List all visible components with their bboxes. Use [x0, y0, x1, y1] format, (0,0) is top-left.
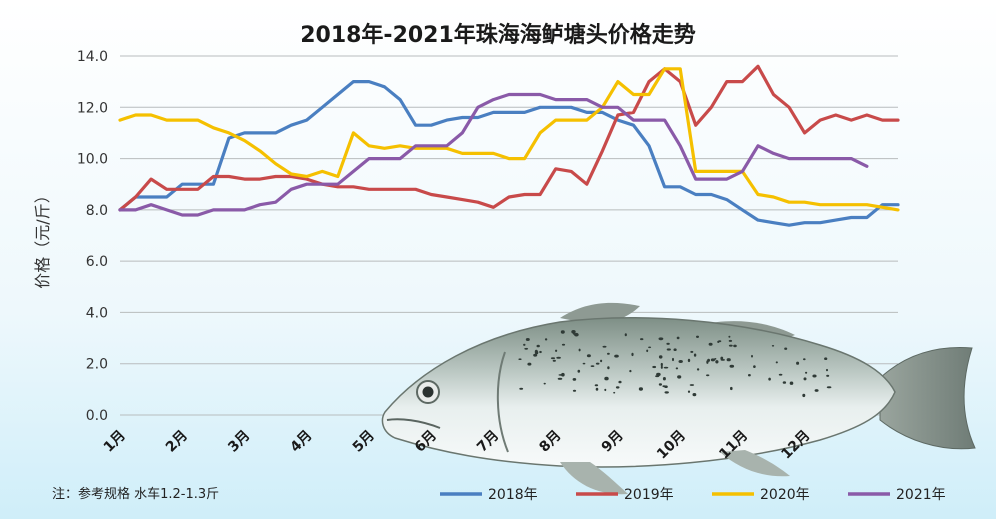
y-tick-label: 12.0 — [77, 100, 108, 116]
legend-label: 2021年 — [896, 487, 946, 503]
chart-title: 2018年-2021年珠海海鲈塘头价格走势 — [300, 22, 696, 48]
y-tick-label: 10.0 — [77, 152, 108, 168]
legend-label: 2020年 — [760, 487, 810, 503]
y-tick-label: 4.0 — [86, 305, 108, 321]
legend: 2018年 2019年 2020年 2021年 — [440, 487, 946, 503]
y-tick-label: 0.0 — [86, 408, 108, 424]
series-line-2020年 — [118, 67, 900, 212]
y-axis-label: 价格（元/斤） — [33, 187, 52, 288]
legend-label: 2019年 — [624, 487, 674, 503]
series-line-2019年 — [118, 64, 900, 212]
series-line-2018年 — [118, 80, 900, 227]
y-tick-labels: 0.0 2.0 4.0 6.0 8.0 10.0 12.0 14.0 — [77, 49, 108, 424]
legend-label: 2018年 — [488, 487, 538, 503]
y-tick-label: 8.0 — [86, 203, 108, 219]
y-tick-label: 14.0 — [77, 49, 108, 65]
sea-bass-illustration — [381, 302, 976, 495]
series-lines — [118, 64, 900, 227]
y-tick-label: 2.0 — [86, 357, 108, 373]
y-tick-label: 6.0 — [86, 254, 108, 270]
series-line-2021年 — [118, 92, 869, 217]
chart-note: 注：参考规格 水车1.2-1.3斤 — [52, 486, 219, 502]
